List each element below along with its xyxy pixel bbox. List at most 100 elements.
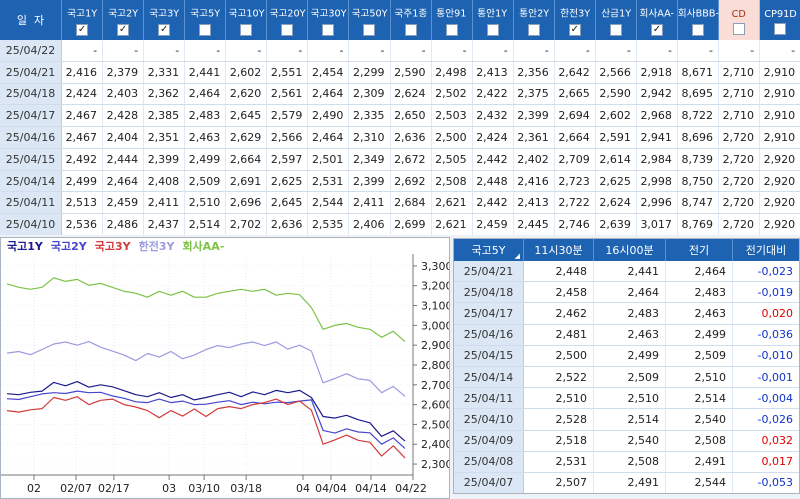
rate-column-header[interactable]: 국고20Y [267, 0, 309, 40]
rate-column-header[interactable]: 국고10Y [226, 0, 268, 40]
rate-cell: 2,590 [390, 61, 432, 83]
column-checkbox[interactable] [404, 24, 417, 36]
rate-column-header[interactable]: 통안2Y [514, 0, 555, 40]
rate-cell: 2,684 [390, 192, 432, 214]
rate-cell: 3,017 [636, 214, 678, 236]
rate-cell-prev: 2,510 [666, 366, 733, 388]
rate-column-header[interactable]: 국고2Y ✓ [103, 0, 145, 40]
rate-cell: 8,739 [677, 148, 719, 170]
date-cell: 25/04/17 [0, 105, 62, 127]
column-checkbox[interactable] [363, 24, 376, 36]
rate-cell: 2,535 [308, 214, 350, 236]
column-checkbox[interactable] [733, 22, 746, 35]
rate-cell: 2,361 [513, 127, 555, 148]
column-checkbox[interactable]: ✓ [76, 24, 89, 36]
rate-column-label: 통안91 [436, 8, 467, 20]
rate-column-header[interactable]: 통안91 [432, 0, 473, 40]
column-checkbox[interactable] [609, 24, 622, 36]
daily-rates-table: 일 자 국고1Y ✓ 국고2Y ✓ 국고3Y ✓ 국고5Y 국고10Y 국고20Y 국고30Y 국고… [0, 0, 800, 236]
column-header[interactable]: 16시00분 [594, 239, 666, 261]
sort-column-header[interactable]: 국고5Y ◢ [454, 239, 524, 261]
rate-column-header[interactable]: 회사BBB- [677, 0, 719, 40]
column-checkbox[interactable] [322, 24, 335, 36]
rate-cell: 2,464 [308, 127, 350, 148]
rate-column-header[interactable]: 국고5Y [185, 0, 227, 40]
column-checkbox[interactable] [240, 24, 253, 36]
rate-cell: 2,566 [267, 127, 309, 148]
rate-cell: 2,561 [267, 83, 309, 105]
rate-cell: 2,720 [719, 192, 761, 214]
rate-cell-diff: -0,010 [733, 345, 799, 366]
column-header[interactable]: 11시30분 [524, 239, 594, 261]
rate-column-header[interactable]: 국고3Y ✓ [144, 0, 186, 40]
rate-cell-1130: 2,522 [524, 366, 594, 388]
column-checkbox[interactable]: ✓ [117, 24, 130, 36]
rate-column-header[interactable]: CD [719, 0, 761, 40]
column-checkbox[interactable]: ✓ [650, 24, 663, 36]
rate-cell-prev: 2,464 [666, 261, 733, 282]
rate-cell-1600: 2,509 [594, 366, 666, 388]
rate-cell: 2,699 [390, 214, 432, 236]
rate-cell: 2,639 [595, 214, 637, 236]
rate-cell: 2,442 [472, 192, 514, 214]
rate-cell-1600: 2,441 [594, 261, 666, 282]
column-checkbox[interactable] [445, 24, 458, 36]
rate-cell: 2,459 [103, 192, 145, 214]
table-row: 25/04/16 2,467 2,404 2,351 2,463 2,629 2,566 2,… [0, 127, 800, 149]
rate-cell: 2,467 [62, 127, 104, 148]
column-checkbox[interactable] [281, 24, 294, 36]
column-checkbox[interactable] [486, 24, 499, 36]
rate-cell-prev: 2,483 [666, 282, 733, 303]
rate-cell: 2,624 [390, 83, 432, 105]
rate-cell: 2,486 [103, 214, 145, 236]
date-cell: 25/04/11 [454, 388, 524, 409]
rate-column-header[interactable]: 산금1Y [596, 0, 637, 40]
rate-cell: - [595, 40, 637, 61]
date-column-header: 일 자 [0, 0, 62, 40]
rate-cell: 2,920 [760, 170, 800, 192]
rate-cell: - [267, 40, 309, 61]
rate-column-label: 국고2Y [108, 8, 138, 20]
rate-cell: 2,444 [103, 148, 145, 170]
rate-cell: 2,402 [513, 148, 555, 170]
rate-column-header[interactable]: 국고1Y ✓ [62, 0, 104, 40]
rate-cell: 2,642 [554, 61, 596, 83]
y-axis-tick-label: 2,900 [421, 339, 449, 352]
rate-column-header[interactable]: 회사AA- ✓ [637, 0, 678, 40]
rate-column-header[interactable]: 국고50Y [349, 0, 391, 40]
column-checkbox[interactable]: ✓ [568, 24, 581, 36]
rate-column-header[interactable]: 한전3Y ✓ [555, 0, 596, 40]
chart-series-line [6, 396, 406, 459]
rate-cell: 2,505 [431, 148, 473, 170]
column-checkbox[interactable]: ✓ [158, 24, 171, 36]
legend-item: 국고2Y [50, 240, 87, 253]
column-checkbox[interactable] [691, 24, 704, 36]
rate-column-header[interactable]: 국주1종 [391, 0, 432, 40]
rate-cell-1130: 2,462 [524, 303, 594, 324]
rate-column-label: 국고20Y [269, 8, 306, 20]
column-header[interactable]: 전기 [666, 239, 733, 261]
rate-cell: 2,920 [760, 148, 800, 170]
rate-column-header[interactable]: 통안1Y [473, 0, 514, 40]
rate-column-header[interactable]: CP91D [760, 0, 800, 40]
rate-cell: 2,441 [185, 61, 227, 83]
rate-cell: 2,310 [349, 127, 391, 148]
rate-cell: 2,709 [554, 148, 596, 170]
column-checkbox[interactable] [199, 24, 212, 36]
rate-cell-prev: 2,491 [666, 451, 733, 472]
column-header[interactable]: 전기대비 [745, 244, 787, 257]
rate-cell-prev: 2,508 [666, 430, 733, 451]
rate-column-label: 국고1Y [67, 8, 97, 20]
column-checkbox[interactable] [774, 22, 787, 35]
rate-column-header[interactable]: 국고30Y [308, 0, 350, 40]
column-checkbox[interactable] [527, 24, 540, 36]
rate-cell: 2,694 [554, 105, 596, 127]
rate-cell-1600: 2,540 [594, 430, 666, 451]
rate-cell: 2,702 [226, 214, 268, 236]
rate-cell: 2,442 [472, 148, 514, 170]
rate-column-label: CD [731, 7, 747, 20]
rate-cell: 2,432 [472, 105, 514, 127]
date-cell: 25/04/16 [454, 324, 524, 345]
date-cell: 25/04/08 [454, 451, 524, 472]
rate-cell: 2,437 [144, 214, 186, 236]
